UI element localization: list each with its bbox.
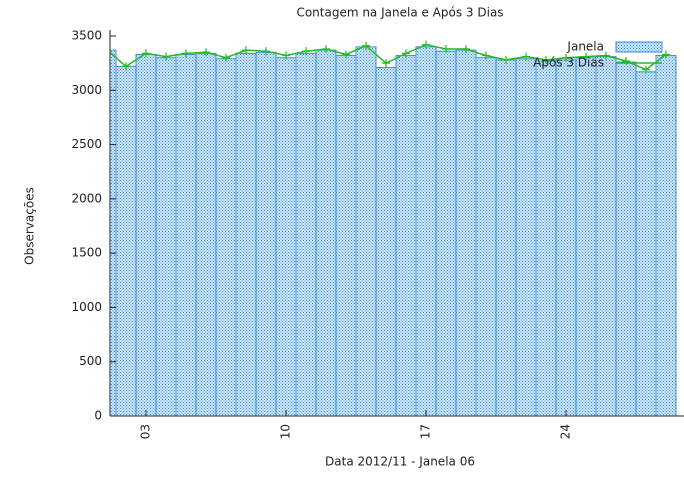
bar — [315, 49, 337, 416]
bar — [655, 55, 677, 416]
x-tick-label: 24 — [559, 424, 573, 439]
bar — [395, 55, 417, 416]
bar — [155, 57, 177, 416]
bar — [575, 57, 597, 416]
bar — [595, 56, 617, 416]
bar — [115, 65, 137, 416]
bar — [615, 61, 637, 416]
bar — [435, 50, 457, 416]
point-marker — [222, 53, 230, 62]
point-marker — [462, 45, 470, 54]
bar — [535, 60, 557, 416]
point-marker — [322, 45, 330, 54]
bar — [215, 58, 237, 416]
y-tick-label: 1500 — [71, 246, 102, 260]
point-marker — [202, 48, 210, 57]
point-marker — [102, 45, 110, 53]
point-marker — [122, 62, 130, 71]
bar — [195, 52, 217, 416]
bar — [235, 52, 257, 416]
y-tick-label: 500 — [79, 354, 102, 368]
point-marker — [422, 40, 430, 49]
bar — [455, 49, 477, 416]
point-marker — [362, 41, 370, 50]
point-marker — [382, 59, 390, 68]
bar — [475, 57, 497, 416]
bar — [635, 71, 657, 416]
chart-title: Contagem na Janela e Após 3 Dias — [296, 6, 503, 20]
y-axis-label: Observações — [23, 187, 37, 265]
point-marker — [562, 53, 570, 62]
point-marker — [522, 52, 530, 61]
point-marker — [142, 49, 150, 58]
point-marker — [282, 51, 290, 60]
point-marker — [402, 49, 410, 58]
plot-area — [102, 40, 677, 416]
point-marker — [242, 46, 250, 55]
bar — [255, 51, 277, 416]
bar — [515, 58, 537, 416]
y-tick-label: 3500 — [71, 29, 102, 43]
bar — [335, 55, 357, 416]
bar — [135, 53, 157, 416]
bar — [275, 57, 297, 416]
point-marker — [302, 47, 310, 56]
point-marker — [602, 51, 610, 60]
y-tick-label: 0 — [94, 409, 102, 423]
bar — [375, 66, 397, 416]
bar — [295, 52, 317, 416]
legend-label: Janela — [566, 40, 604, 54]
bar — [555, 59, 577, 416]
x-tick-label: 17 — [419, 424, 433, 439]
point-marker — [542, 55, 550, 64]
point-marker — [642, 65, 650, 74]
point-marker — [442, 45, 450, 54]
y-tick-label: 2000 — [71, 191, 102, 205]
point-marker — [182, 49, 190, 58]
bar — [415, 46, 437, 416]
y-tick-label: 3000 — [71, 83, 102, 97]
legend-label: Após 3 Dias — [533, 56, 604, 70]
bar — [175, 53, 197, 416]
bar — [355, 46, 377, 416]
point-marker — [262, 47, 270, 56]
point-marker — [502, 55, 510, 64]
legend-swatch — [615, 41, 663, 53]
y-tick-label: 1000 — [71, 300, 102, 314]
x-axis-label: Data 2012/11 - Janela 06 — [325, 455, 475, 469]
bar — [495, 59, 517, 416]
x-tick-label: 10 — [279, 424, 293, 439]
point-marker — [162, 52, 170, 61]
point-marker — [342, 50, 350, 59]
y-tick-label: 2500 — [71, 137, 102, 151]
x-tick-label: 03 — [139, 424, 153, 439]
point-marker — [482, 51, 490, 60]
point-marker — [582, 52, 590, 61]
point-marker — [662, 50, 670, 59]
